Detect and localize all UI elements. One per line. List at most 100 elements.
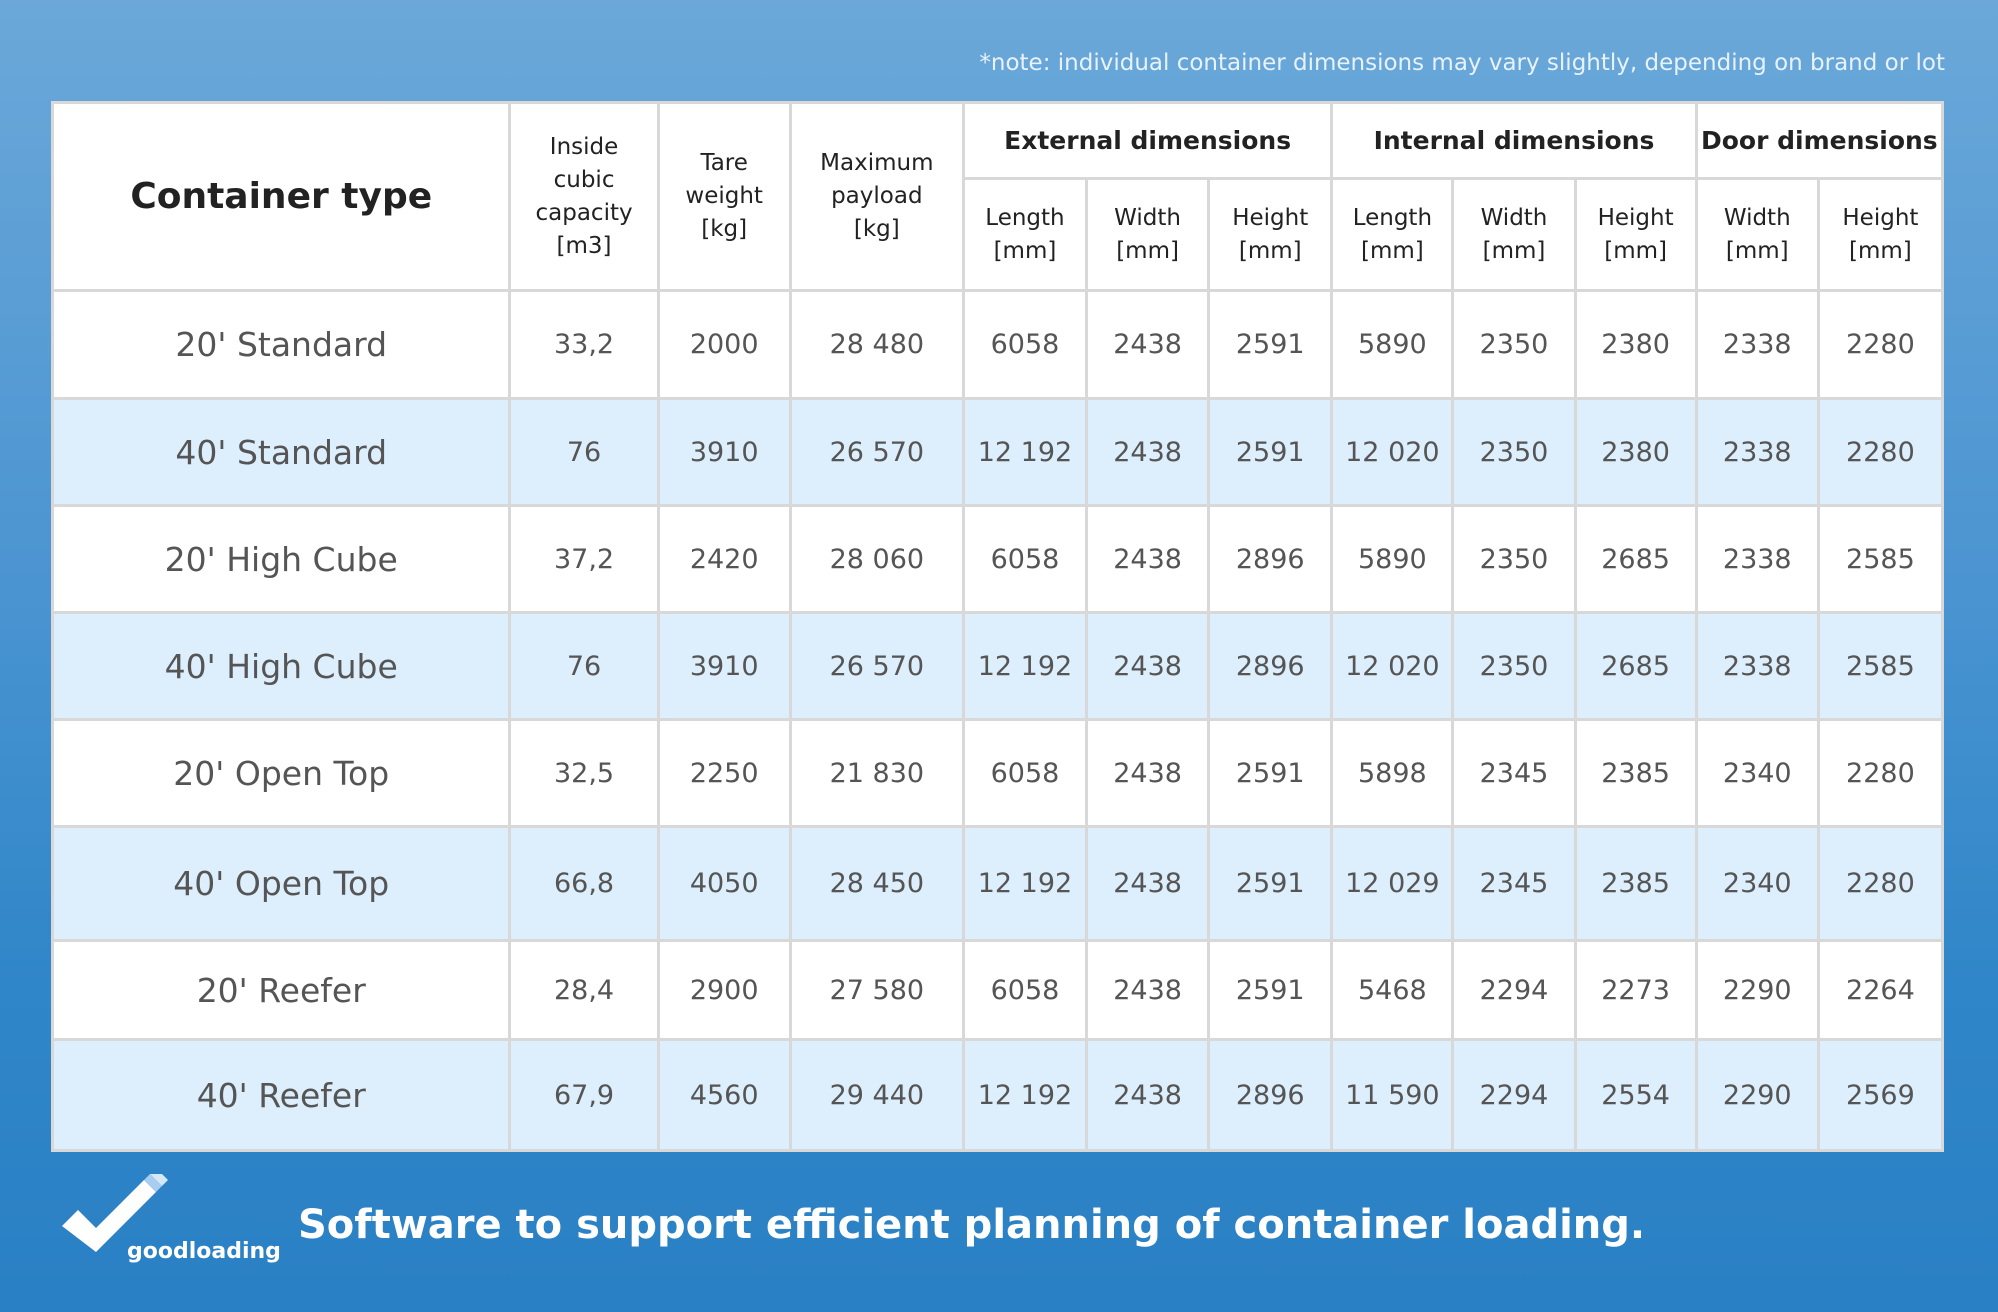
table-cell: 12 029	[1330, 825, 1455, 942]
table-cell: 2338	[1694, 397, 1820, 507]
table-cell: 33,2	[508, 289, 660, 400]
subheader-label: Height	[1842, 204, 1919, 231]
dimension-note: *note: individual container dimensions m…	[979, 50, 1945, 76]
container-type-cell: 40' Open Top	[50, 825, 512, 942]
table-cell: 12 020	[1330, 611, 1455, 721]
subheader-unit: [mm]	[1238, 237, 1302, 264]
table-cell: 2438	[1085, 1038, 1211, 1152]
table-cell: 21 830	[788, 718, 965, 828]
table-cell: 2273	[1573, 939, 1698, 1041]
table-cell: 2280	[1816, 289, 1945, 400]
subheader-label: Width	[1480, 204, 1548, 231]
table-cell: 3910	[656, 611, 792, 721]
subheader-unit: [mm]	[1604, 237, 1667, 264]
header-tare-line: Tare	[700, 150, 748, 176]
header-door-width: Width [mm]	[1694, 177, 1820, 292]
table-cell: 12 192	[961, 825, 1089, 942]
table-cell: 6058	[961, 289, 1089, 400]
table-cell: 2280	[1816, 397, 1945, 507]
header-external-length: Length [mm]	[961, 177, 1089, 292]
table-cell: 2345	[1451, 718, 1577, 828]
table-cell: 66,8	[508, 825, 660, 942]
table-cell: 6058	[961, 718, 1089, 828]
header-external-dimensions: External dimensions	[961, 101, 1334, 180]
table-cell: 2438	[1085, 397, 1211, 507]
table-cell: 2585	[1816, 504, 1945, 614]
header-internal-dimensions: Internal dimensions	[1330, 101, 1698, 180]
table-cell: 2385	[1573, 718, 1698, 828]
table-cell: 2591	[1207, 825, 1334, 942]
table-cell: 2280	[1816, 825, 1945, 942]
subheader-unit: [mm]	[1849, 237, 1912, 264]
table-row: 40' Reefer 67,9 4560 29 440 12 192 2438 …	[50, 1038, 1945, 1152]
table-cell: 2294	[1451, 1038, 1577, 1152]
table-cell: 2896	[1207, 1038, 1334, 1152]
table-cell: 2350	[1451, 611, 1577, 721]
table-cell: 2338	[1694, 289, 1820, 400]
table-row: 40' High Cube 76 3910 26 570 12 192 2438…	[50, 611, 1945, 721]
table-cell: 2438	[1085, 611, 1211, 721]
container-type-cell: 20' High Cube	[50, 504, 512, 614]
header-tare-line: weight	[685, 183, 763, 209]
table-cell: 2000	[656, 289, 792, 400]
container-dimensions-table: Container type Inside cubic capacity [m3…	[50, 101, 1945, 1152]
table-cell: 2896	[1207, 611, 1334, 721]
table-cell: 26 570	[788, 397, 965, 507]
table-cell: 6058	[961, 939, 1089, 1041]
header-payload-line: payload	[831, 183, 923, 209]
table-cell: 32,5	[508, 718, 660, 828]
header-payload-line: Maximum	[820, 150, 934, 176]
table-cell: 5898	[1330, 718, 1455, 828]
table-cell: 2438	[1085, 825, 1211, 942]
table-cell: 28 060	[788, 504, 965, 614]
table-cell: 12 192	[961, 611, 1089, 721]
table-row: 20' High Cube 37,2 2420 28 060 6058 2438…	[50, 504, 1945, 614]
table-cell: 2380	[1573, 397, 1698, 507]
header-internal-height: Height [mm]	[1573, 177, 1698, 292]
table-cell: 28,4	[508, 939, 660, 1041]
table-cell: 28 450	[788, 825, 965, 942]
subheader-label: Length	[985, 204, 1065, 231]
table-cell: 2340	[1694, 825, 1820, 942]
header-payload-line: [kg]	[853, 216, 900, 242]
table-cell: 26 570	[788, 611, 965, 721]
table-cell: 2350	[1451, 289, 1577, 400]
table-cell: 29 440	[788, 1038, 965, 1152]
table-cell: 2340	[1694, 718, 1820, 828]
footer: goodloading Software to support efficien…	[0, 1160, 1998, 1300]
subheader-unit: [mm]	[993, 237, 1057, 264]
container-type-cell: 40' Standard	[50, 397, 512, 507]
table-cell: 27 580	[788, 939, 965, 1041]
subheader-label: Width	[1723, 204, 1791, 231]
table-cell: 2438	[1085, 504, 1211, 614]
table-row: 20' Open Top 32,5 2250 21 830 6058 2438 …	[50, 718, 1945, 828]
table-cell: 5890	[1330, 289, 1455, 400]
table-cell: 5468	[1330, 939, 1455, 1041]
header-external-width: Width [mm]	[1085, 177, 1211, 292]
table-cell: 2591	[1207, 718, 1334, 828]
header-container-type: Container type	[50, 101, 512, 292]
table-cell: 67,9	[508, 1038, 660, 1152]
header-door-dimensions: Door dimensions	[1694, 101, 1945, 180]
table-cell: 2569	[1816, 1038, 1945, 1152]
table-cell: 2438	[1085, 718, 1211, 828]
header-capacity-line: [m3]	[556, 232, 612, 259]
subheader-label: Length	[1352, 204, 1433, 231]
table-cell: 28 480	[788, 289, 965, 400]
table-cell: 2438	[1085, 939, 1211, 1041]
goodloading-logo[interactable]: goodloading	[58, 1168, 281, 1274]
header-capacity-line: cubic	[553, 166, 615, 193]
table-cell: 2338	[1694, 611, 1820, 721]
table-cell: 76	[508, 397, 660, 507]
table-cell: 2350	[1451, 504, 1577, 614]
container-type-cell: 40' Reefer	[50, 1038, 512, 1152]
header-door-height: Height [mm]	[1816, 177, 1945, 292]
table-cell: 2591	[1207, 289, 1334, 400]
header-tare-line: [kg]	[701, 216, 748, 242]
header-tare-weight: Tare weight [kg]	[656, 101, 792, 292]
subheader-unit: [mm]	[1116, 237, 1179, 264]
table-cell: 12 192	[961, 397, 1089, 507]
table-cell: 2264	[1816, 939, 1945, 1041]
table-row: 40' Standard 76 3910 26 570 12 192 2438 …	[50, 397, 1945, 507]
table-cell: 2438	[1085, 289, 1211, 400]
